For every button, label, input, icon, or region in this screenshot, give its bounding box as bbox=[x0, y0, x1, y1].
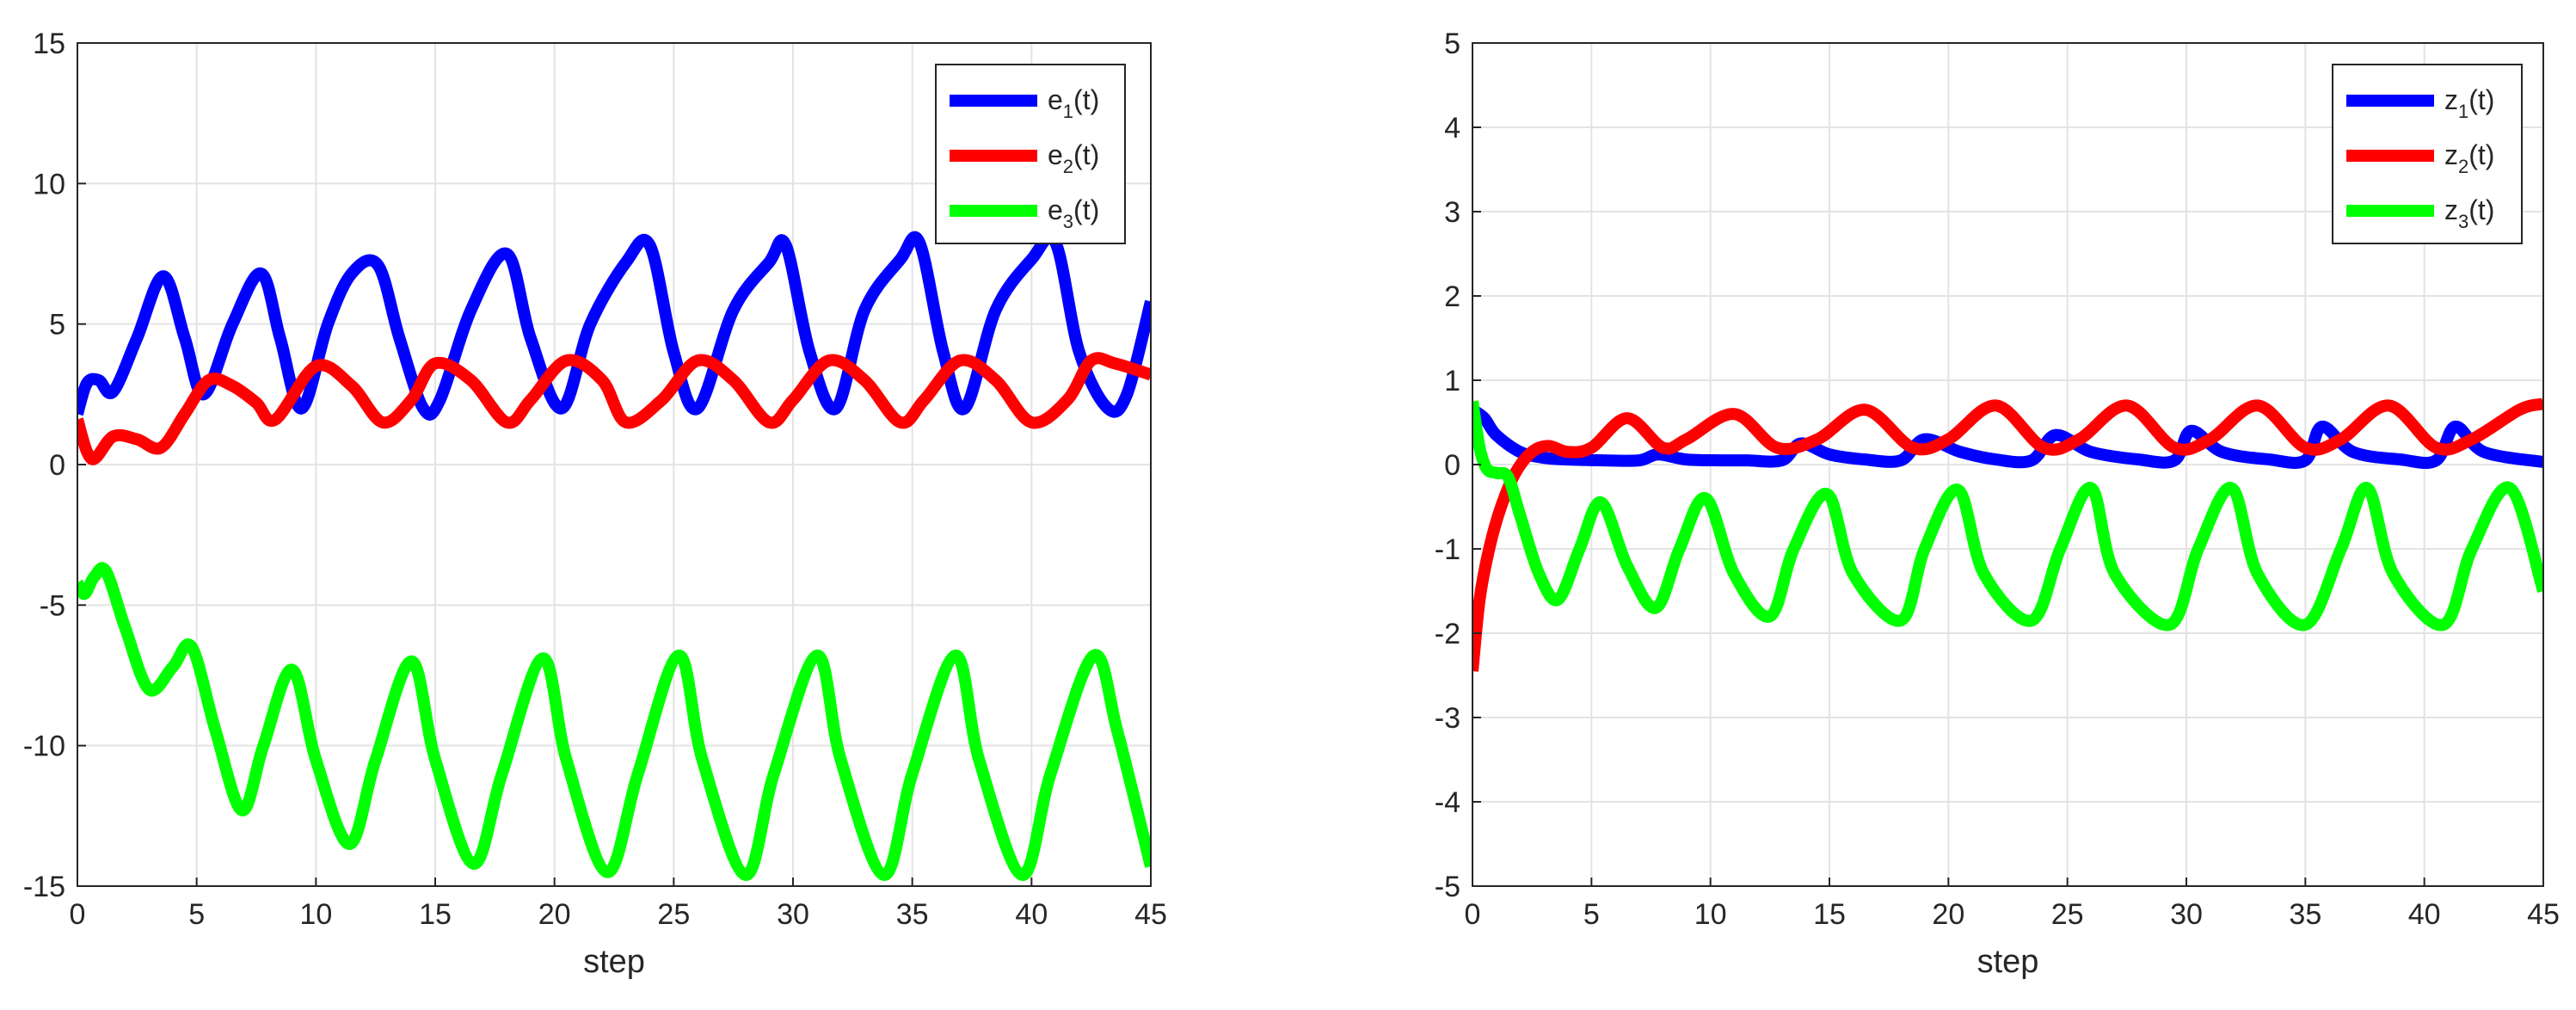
error-plot-legend: e1(t) e2(t) e3(t) bbox=[935, 64, 1126, 244]
error-plot-x-tick-label: 15 bbox=[419, 898, 452, 931]
error-plot-series-e3-line bbox=[77, 562, 1151, 881]
state-plot-series-z2-line bbox=[1472, 397, 2543, 672]
state-plot-x-tick-label: 10 bbox=[1694, 898, 1727, 931]
state-plot-y-tick-label: -3 bbox=[1435, 702, 1460, 735]
error-plot-y-tick-label: 0 bbox=[49, 449, 65, 482]
error-plot-y-tick-label: 15 bbox=[33, 28, 65, 60]
error-plot-x-tick-label: 20 bbox=[538, 898, 571, 931]
state-plot-x-tick-label: 0 bbox=[1465, 898, 1481, 931]
state-plot-x-tick-label: 25 bbox=[2051, 898, 2084, 931]
state-plot-x-axis-label: step bbox=[1977, 944, 2039, 980]
state-plot-y-tick-label: 4 bbox=[1444, 112, 1460, 145]
state-plot-y-tick-label: -4 bbox=[1435, 786, 1460, 819]
state-plot-y-ticks: -5 -4 -3 -2 -1 0 1 2 3 4 5 bbox=[1435, 28, 1481, 903]
state-plot-x-tick-label: 5 bbox=[1583, 898, 1600, 931]
error-plot-x-tick-label: 5 bbox=[188, 898, 205, 931]
error-plot-legend-label-e1: e1(t) bbox=[1048, 84, 1099, 122]
state-plot-x-tick-label: 45 bbox=[2527, 898, 2560, 931]
state-plot-legend-label-z2: z2(t) bbox=[2444, 139, 2494, 177]
state-plot-legend-label-z3: z3(t) bbox=[2444, 194, 2494, 232]
state-plot-x-tick-label: 20 bbox=[1932, 898, 1964, 931]
error-plot-y-tick-label: 10 bbox=[33, 168, 65, 200]
error-plot-x-tick-label: 40 bbox=[1015, 898, 1048, 931]
state-plot-x-tick-label: 35 bbox=[2289, 898, 2321, 931]
state-plot-x-tick-label: 40 bbox=[2408, 898, 2441, 931]
error-plot-series-e1-line bbox=[77, 231, 1151, 421]
error-plot-x-tick-label: 30 bbox=[777, 898, 809, 931]
state-plot-legend: z1(t) z2(t) z3(t) bbox=[2332, 64, 2523, 244]
error-plot-y-tick-label: 5 bbox=[49, 309, 65, 342]
error-plot-series-e2-line bbox=[77, 352, 1151, 465]
state-plot-y-tick-label: 2 bbox=[1444, 280, 1460, 313]
error-plot-legend-label-e3: e3(t) bbox=[1048, 194, 1099, 232]
error-plot-x-tick-label: 45 bbox=[1134, 898, 1167, 931]
error-plot-y-ticks: -15 -10 -5 0 5 10 15 bbox=[23, 28, 86, 903]
error-plot-y-tick-label: -10 bbox=[23, 730, 65, 763]
state-plot-y-tick-label: -5 bbox=[1435, 871, 1460, 903]
error-plot: 0 5 10 15 20 25 30 35 40 45 -15 -10 -5 0 5 10 15 step e… bbox=[23, 28, 1167, 980]
state-plot-x-ticks: 0 5 10 15 20 25 30 35 40 45 bbox=[1465, 878, 2560, 931]
error-plot-x-tick-label: 35 bbox=[896, 898, 929, 931]
error-plot-legend-label-e2: e2(t) bbox=[1048, 139, 1099, 177]
error-plot-x-tick-label: 0 bbox=[70, 898, 86, 931]
error-plot-x-axis-label: step bbox=[583, 944, 645, 980]
state-plot-y-tick-label: 5 bbox=[1444, 28, 1460, 60]
state-plot-legend-label-z1: z1(t) bbox=[2444, 84, 2494, 122]
state-plot-y-tick-label: 3 bbox=[1444, 196, 1460, 229]
state-plot-series-z3-line bbox=[1472, 400, 2543, 631]
error-plot-y-tick-label: -15 bbox=[23, 871, 65, 903]
state-plot-series bbox=[1472, 397, 2543, 672]
error-plot-y-tick-label: -5 bbox=[40, 589, 65, 622]
state-plot-x-tick-label: 15 bbox=[1813, 898, 1846, 931]
error-plot-x-tick-label: 25 bbox=[657, 898, 690, 931]
error-plot-x-tick-label: 10 bbox=[299, 898, 332, 931]
state-plot-y-tick-label: 1 bbox=[1444, 365, 1460, 397]
state-plot-y-tick-label: -1 bbox=[1435, 533, 1460, 566]
state-plot-y-tick-label: 0 bbox=[1444, 449, 1460, 482]
error-plot-series bbox=[77, 231, 1151, 881]
error-plot-x-ticks: 0 5 10 15 20 25 30 35 40 45 bbox=[70, 878, 1167, 931]
state-plot-y-tick-label: -2 bbox=[1435, 618, 1460, 650]
state-plot-x-tick-label: 30 bbox=[2170, 898, 2203, 931]
